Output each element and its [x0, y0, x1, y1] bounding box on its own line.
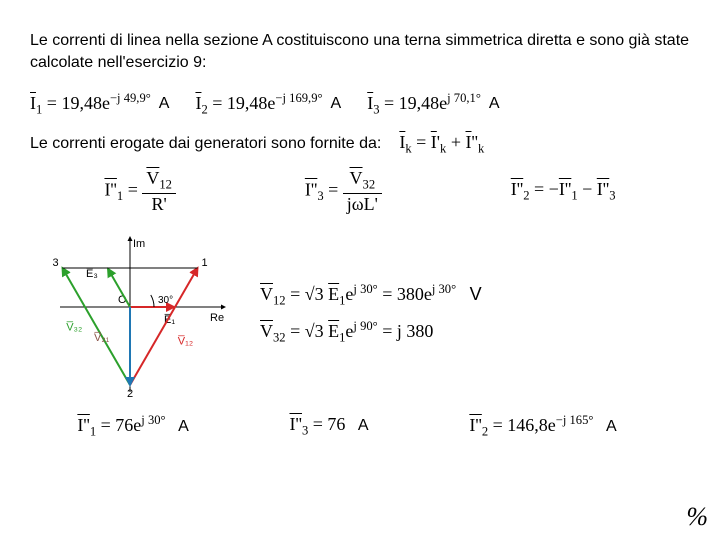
unit-r3: A: [358, 417, 369, 434]
row-line-currents: I1 = 19,48e−j 49,9° A I2 = 19,48e−j 169,…: [30, 91, 690, 118]
eq-i3: I3 = 19,48ej 70,1°: [367, 91, 481, 118]
mid-section: ImReOE̅₁E̅₃V̅₁₂V̅₃₂V̅₂₁12330° V12 = √3 E…: [30, 229, 690, 399]
svg-text:1: 1: [202, 257, 208, 269]
svg-text:V̅₃₂: V̅₃₂: [66, 321, 82, 333]
row-fractions: I''1 = V12 R' I''3 = V32 jωL' I''2 = −I'…: [30, 168, 690, 215]
eq-i1: I1 = 19,48e−j 49,9°: [30, 91, 151, 118]
unit-r2: A: [606, 418, 617, 435]
unit-r1: A: [178, 418, 189, 435]
svg-text:V̅₁₂: V̅₁₂: [177, 335, 193, 347]
eq-frac-1: I''1 = V12 R': [104, 168, 176, 215]
eq-ik: Ik = I'k + I''k: [399, 132, 484, 157]
eq-i2: I2 = 19,48e−j 169,9°: [195, 91, 322, 118]
phasor-diagram: ImReOE̅₁E̅₃V̅₁₂V̅₃₂V̅₂₁12330°: [40, 229, 240, 399]
svg-text:Im: Im: [133, 238, 145, 250]
gen-text: Le correnti erogate dai generatori sono …: [30, 135, 381, 153]
intro-text: Le correnti di linea nella sezione A cos…: [30, 30, 690, 73]
row-gen-intro: Le correnti erogate dai generatori sono …: [30, 132, 690, 157]
eq-v12: V12 = √3 E1ej 30° = 380ej 30° V: [260, 282, 690, 309]
eq-res-2: I''2 = 146,8e−j 165°: [469, 415, 598, 435]
eq-res-1: I''1 = 76ej 30°: [77, 415, 170, 435]
svg-text:2: 2: [127, 388, 133, 399]
eq-frac-3: I''3 = V32 jωL': [305, 168, 382, 215]
unit-a1: A: [159, 95, 170, 113]
unit-a2: A: [331, 95, 342, 113]
svg-text:Re: Re: [210, 312, 224, 324]
unit-a3: A: [489, 95, 500, 113]
svg-text:V̅₂₁: V̅₂₁: [94, 332, 110, 344]
eq-res-3: I''3 = 76: [289, 414, 349, 434]
percent-icon: %: [686, 502, 708, 532]
svg-text:E̅₃: E̅₃: [86, 268, 98, 280]
svg-text:3: 3: [52, 257, 58, 269]
row-results: I''1 = 76ej 30° A I''3 = 76 A I''2 = 146…: [30, 413, 690, 440]
svg-text:30°: 30°: [158, 295, 173, 306]
eq-v32: V32 = √3 E1ej 90° = j 380: [260, 319, 690, 346]
eq-frac-2: I''2 = −I''1 − I''3: [511, 179, 616, 204]
voltage-column: V12 = √3 E1ej 30° = 380ej 30° V V32 = √3…: [260, 272, 690, 355]
